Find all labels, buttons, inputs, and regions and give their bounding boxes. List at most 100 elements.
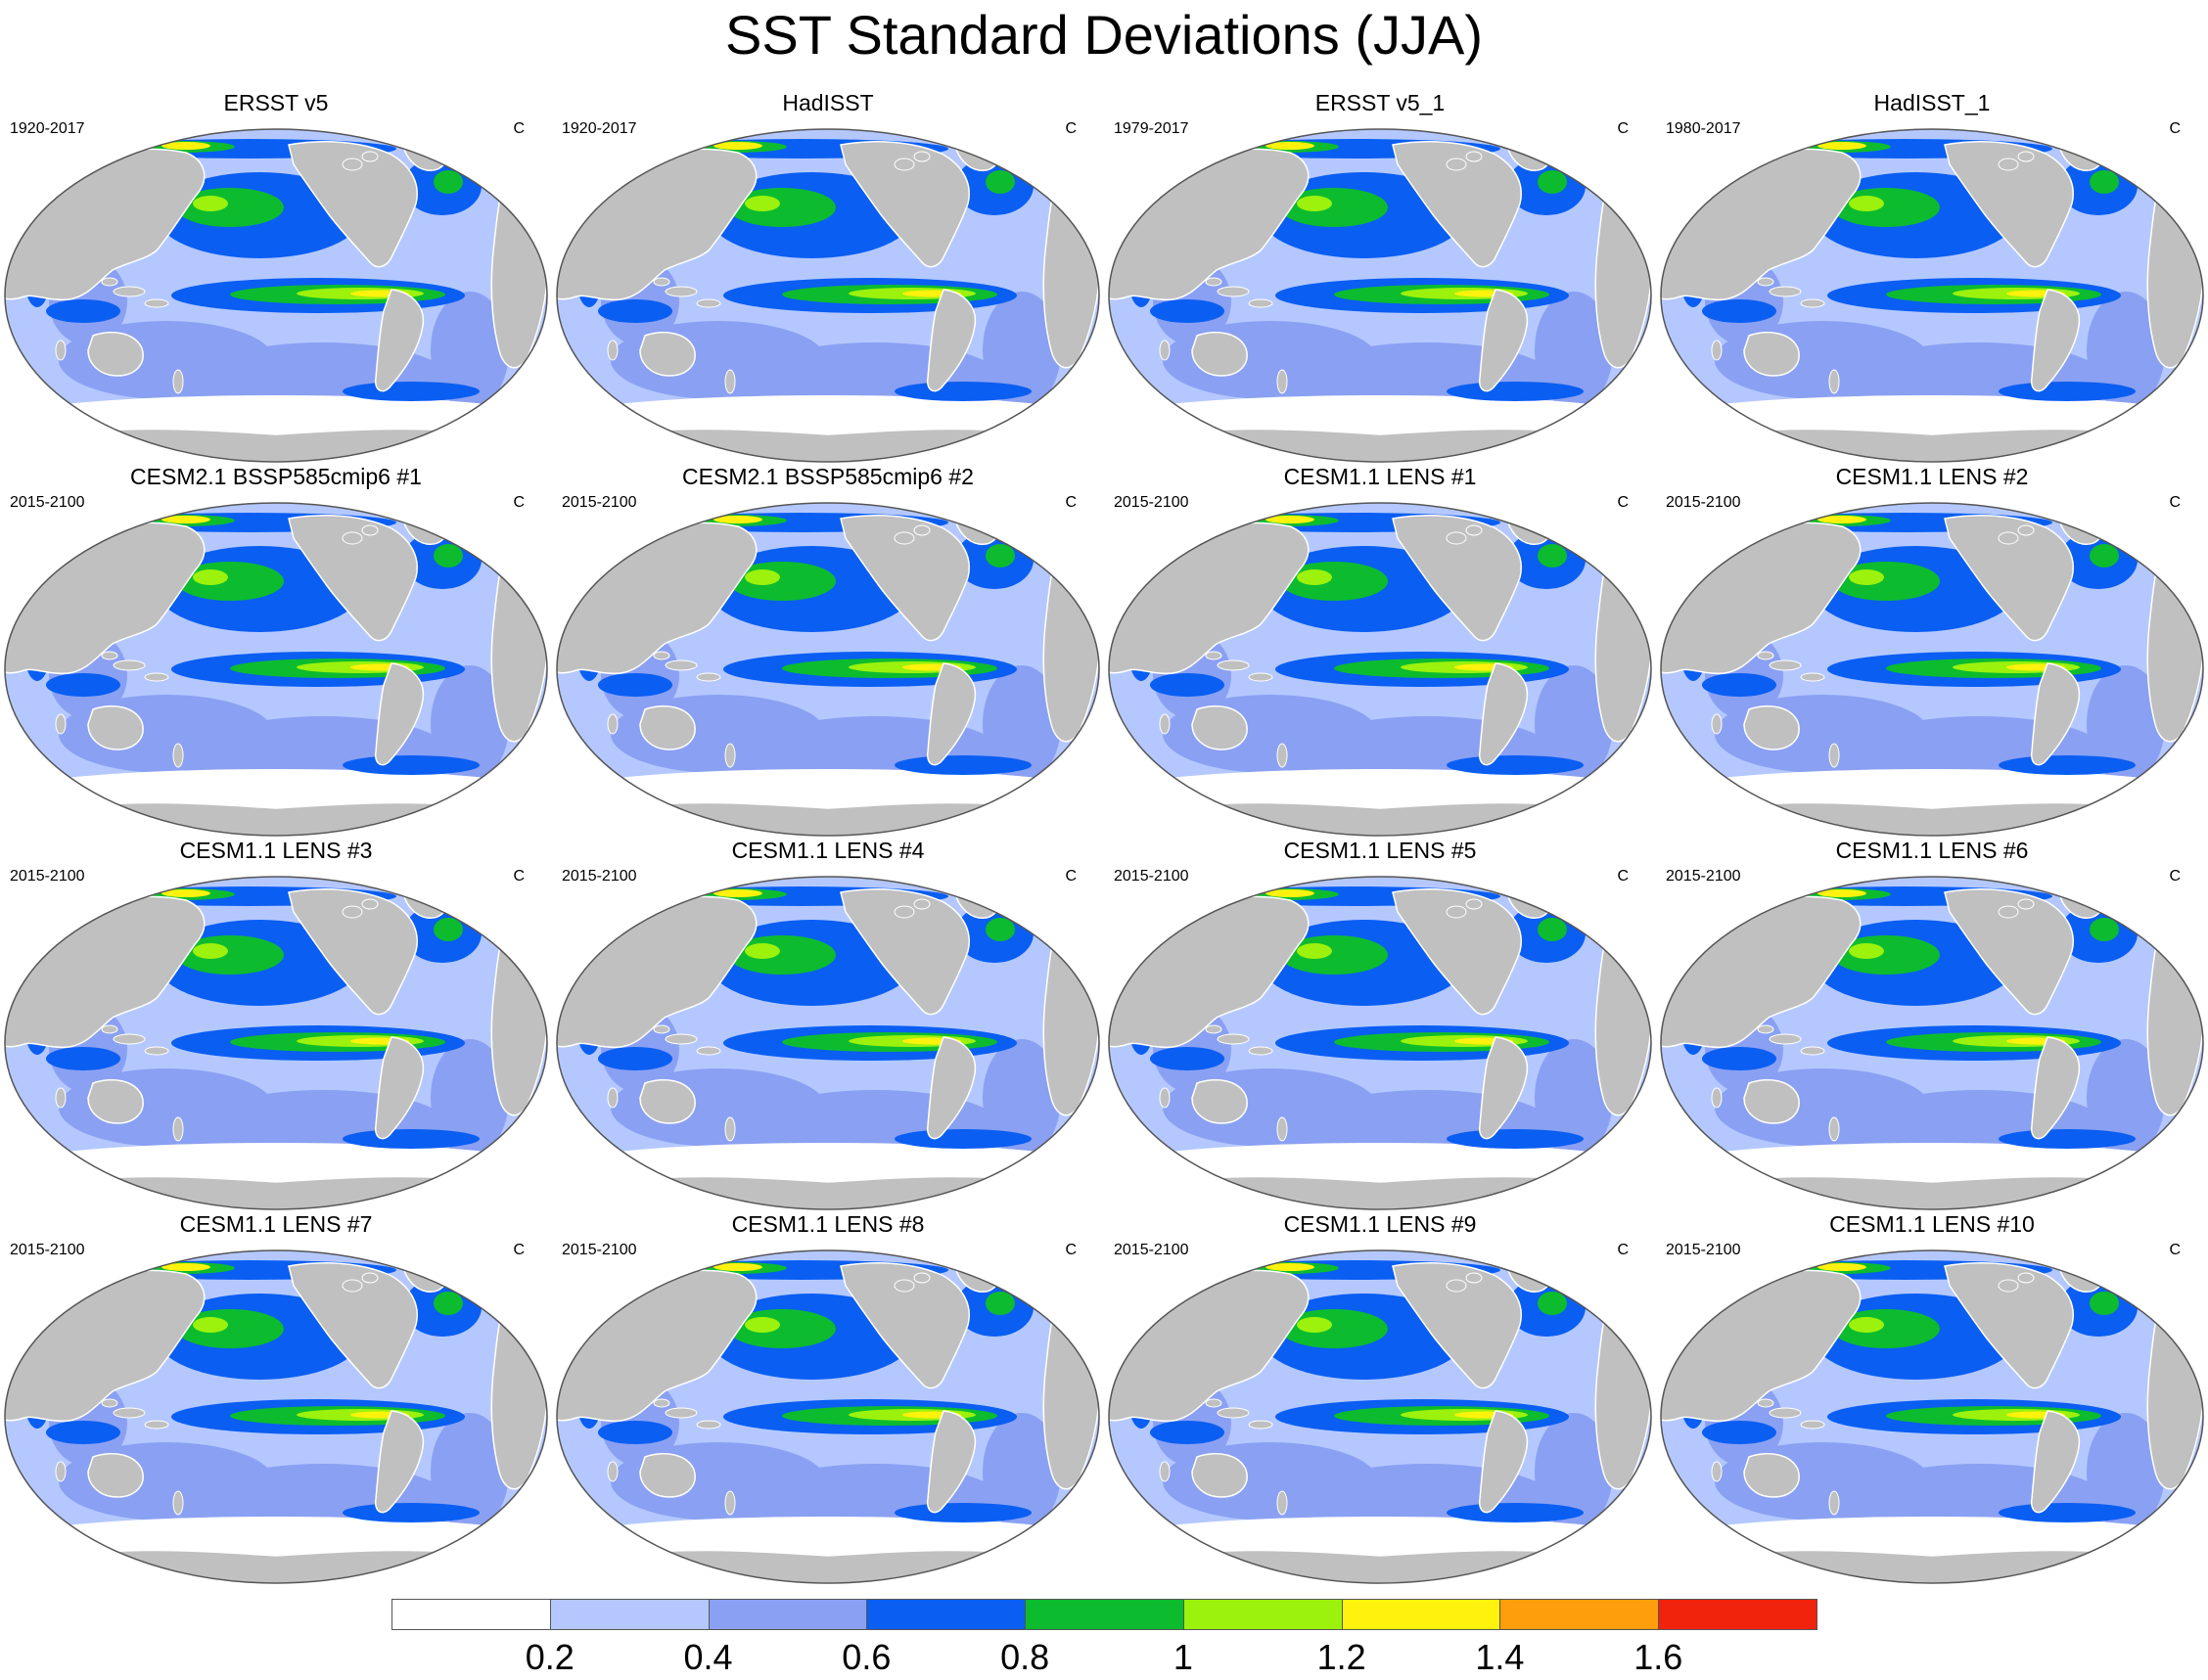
island — [101, 1024, 118, 1034]
sst-contour — [46, 299, 120, 323]
map-panel: CESM1.1 LENS #3 2015-2100 C — [0, 838, 552, 1212]
island — [653, 651, 670, 660]
island — [665, 659, 698, 671]
landmass — [926, 1036, 977, 1140]
sst-contour — [161, 516, 210, 523]
island — [607, 340, 619, 361]
map-panel: CESM1.1 LENS #7 2015-2100 C — [0, 1211, 552, 1586]
island — [172, 1490, 184, 1516]
panel-title: CESM2.1 BSSP585cmip6 #2 — [682, 464, 974, 489]
sst-contour — [431, 292, 509, 409]
panel-period: 2015-2100 — [1666, 1242, 1741, 1258]
panel-unit: C — [513, 1242, 525, 1258]
island — [1828, 1490, 1840, 1516]
map-panel: ERSST v5 1920-2017 C — [0, 90, 552, 465]
island — [1446, 905, 1467, 919]
sst-contour — [161, 889, 210, 897]
colorbar: 0.2 0.4 0.6 0.8 1 1.2 1.4 1.6 — [391, 1599, 1817, 1677]
island — [144, 672, 169, 682]
sst-contour — [986, 544, 1015, 568]
landmass — [1042, 1284, 1099, 1490]
sst-contour — [1265, 142, 1314, 150]
island — [2017, 1272, 2035, 1284]
island — [1828, 1116, 1840, 1142]
map-plot — [1660, 502, 2204, 837]
sst-contour — [434, 170, 463, 194]
landmass — [1191, 332, 1248, 377]
island — [724, 369, 736, 394]
sst-contour — [1849, 1317, 1884, 1333]
sst-contour — [1817, 516, 1866, 523]
island — [1465, 1272, 1483, 1284]
landmass — [1944, 888, 2074, 1016]
sst-contour — [713, 516, 762, 523]
sst-contour — [1535, 1413, 1613, 1530]
map-panel: CESM1.1 LENS #8 2015-2100 C — [552, 1211, 1104, 1586]
landmass — [1392, 888, 1522, 1016]
map-border — [1660, 128, 2204, 463]
sst-contour — [713, 1263, 762, 1271]
landmass — [1594, 536, 1651, 743]
map-content — [557, 877, 1099, 1209]
island — [724, 1490, 736, 1516]
panel-period: 1920-2017 — [10, 120, 85, 137]
map-content — [557, 129, 1099, 462]
panel-unit: C — [2169, 120, 2181, 137]
island — [1757, 1024, 1774, 1034]
sst-contour — [713, 142, 762, 150]
sst-contour — [983, 665, 1061, 783]
island — [607, 1087, 619, 1109]
map-panel: CESM1.1 LENS #10 2015-2100 C — [1656, 1211, 2208, 1586]
panel-period: 1979-2017 — [1114, 120, 1189, 137]
colorbar-tick-label: 1.6 — [1633, 1637, 1683, 1677]
island — [1800, 672, 1825, 682]
island — [1757, 277, 1774, 287]
panel-title: CESM2.1 BSSP585cmip6 #1 — [130, 464, 422, 489]
island — [1465, 151, 1483, 162]
panel-unit: C — [1617, 1242, 1629, 1258]
island — [1446, 531, 1467, 545]
sst-contour — [431, 665, 509, 783]
island — [1769, 286, 1802, 297]
island — [696, 298, 721, 308]
landmass — [2146, 910, 2203, 1116]
map-plot — [1660, 128, 2204, 463]
sst-contour — [1849, 196, 1884, 211]
panel-title: HadISST_1 — [1873, 90, 1991, 115]
island — [1159, 1461, 1171, 1482]
panel-period: 1920-2017 — [562, 120, 637, 137]
map-panel: CESM2.1 BSSP585cmip6 #1 2015-2100 C — [0, 464, 552, 839]
island — [696, 1420, 721, 1430]
sst-contour — [431, 1039, 509, 1157]
landmass — [1743, 332, 1800, 377]
landmass — [1191, 1079, 1248, 1124]
sst-contour — [2090, 918, 2119, 941]
colorbar-swatch — [708, 1599, 868, 1630]
island — [1159, 1087, 1171, 1109]
colorbar-tick-label: 1 — [1173, 1637, 1193, 1677]
landmass — [1743, 1453, 1800, 1498]
map-border — [556, 1249, 1100, 1584]
island — [1711, 1087, 1723, 1109]
landmass — [926, 662, 977, 766]
sst-contour — [1538, 1292, 1567, 1315]
panel-unit: C — [1617, 868, 1629, 885]
island — [1769, 1407, 1802, 1419]
island — [724, 743, 736, 768]
island — [1800, 1420, 1825, 1430]
island — [653, 277, 670, 287]
island — [1217, 659, 1250, 671]
landmass — [1944, 515, 2074, 642]
landmass — [490, 910, 547, 1116]
sst-contour — [1702, 1047, 1776, 1070]
map-plot — [1660, 876, 2204, 1210]
sst-contour — [569, 395, 1087, 438]
map-plot — [4, 876, 548, 1210]
map-border — [4, 876, 548, 1210]
panel-title: CESM1.1 LENS #2 — [1835, 464, 2029, 489]
landmass — [1042, 910, 1099, 1116]
sst-contour — [986, 918, 1015, 941]
sst-contour — [983, 1413, 1061, 1530]
map-plot — [1108, 502, 1652, 837]
island — [113, 1033, 146, 1045]
